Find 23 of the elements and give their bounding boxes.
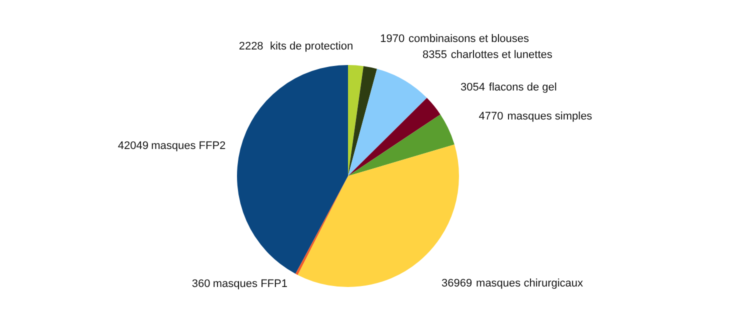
data-label: 8355 bbox=[422, 49, 447, 62]
data-label: 1970 bbox=[380, 32, 405, 45]
pie-slice bbox=[348, 65, 364, 176]
data-label: 360 bbox=[192, 278, 210, 290]
slice-label: masques simples bbox=[507, 110, 593, 123]
slice-label: charlottes et lunettes bbox=[450, 49, 553, 62]
pie-slice bbox=[348, 114, 454, 176]
slice-label: flacons de gel bbox=[488, 82, 557, 94]
slice-label: masques FFP2 bbox=[151, 140, 226, 152]
data-label: 42049 bbox=[118, 140, 148, 152]
pie-slice bbox=[348, 98, 440, 176]
pie-slice bbox=[295, 176, 348, 275]
slice-label: kits de protection bbox=[270, 40, 354, 52]
pie-slice bbox=[237, 65, 348, 274]
data-label: 3054 bbox=[460, 82, 485, 94]
data-label: 36969 bbox=[442, 278, 472, 290]
slice-label: masques FFP1 bbox=[212, 278, 288, 290]
slice-label: masques chirurgicaux bbox=[476, 278, 584, 290]
data-label: 4770 bbox=[478, 110, 504, 123]
slice-label: combinaisons et blouses bbox=[408, 32, 530, 45]
data-label: 2228 bbox=[238, 40, 264, 52]
pie-slice bbox=[348, 68, 427, 176]
pie-slice bbox=[348, 66, 378, 176]
